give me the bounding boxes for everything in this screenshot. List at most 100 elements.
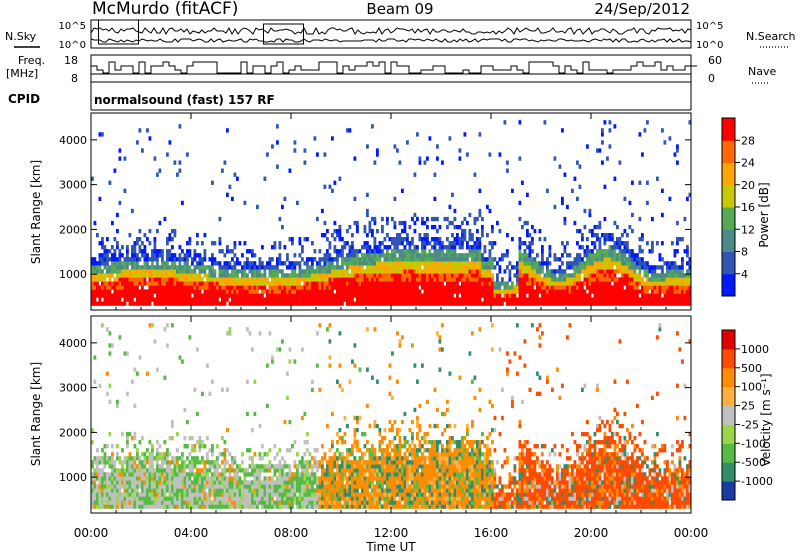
heatmap-cell	[611, 297, 614, 302]
heatmap-cell	[651, 241, 654, 246]
heatmap-cell	[161, 301, 164, 306]
heatmap-cell	[236, 281, 239, 286]
heatmap-cell	[258, 480, 262, 485]
heatmap-cell	[328, 257, 332, 262]
heatmap-cell	[206, 293, 209, 298]
heatmap-cell	[333, 452, 337, 457]
heatmap-cell	[131, 492, 134, 497]
heatmap-cell	[428, 301, 432, 306]
heatmap-cell	[221, 476, 224, 481]
heatmap-cell	[313, 476, 317, 481]
heatmap-cell	[328, 245, 332, 250]
heatmap-cell	[658, 293, 662, 298]
heatmap-cell	[301, 293, 304, 298]
heatmap-cell	[526, 285, 529, 290]
heatmap-cell	[96, 269, 99, 274]
heatmap-cell	[406, 285, 409, 290]
heatmap-cell	[198, 468, 202, 473]
heatmap-cell	[288, 293, 292, 298]
heatmap-cell	[443, 285, 447, 290]
heatmap-cell	[433, 245, 437, 250]
heatmap-cell	[608, 285, 612, 290]
heatmap-cell	[136, 253, 139, 258]
heatmap-cell	[601, 297, 604, 302]
heatmap-cell	[278, 257, 282, 262]
heatmap-cell	[356, 253, 359, 258]
heatmap-cell	[341, 261, 344, 266]
heatmap-cell	[468, 249, 472, 254]
heatmap-cell	[513, 301, 517, 306]
heatmap-cell	[393, 265, 397, 270]
heatmap-cell	[271, 245, 274, 250]
heatmap-cell	[213, 488, 217, 493]
heatmap-cell	[426, 265, 429, 270]
heatmap-cell	[401, 269, 404, 274]
heatmap-cell	[143, 273, 147, 278]
heatmap-cell	[631, 269, 634, 274]
heatmap-cell	[453, 257, 457, 262]
heatmap-cell	[651, 269, 654, 274]
heatmap-cell	[556, 257, 559, 262]
heatmap-cell	[318, 265, 322, 270]
heatmap-cell	[183, 484, 187, 489]
heatmap-cell	[318, 261, 322, 266]
heatmap-cell	[288, 500, 292, 505]
heatmap-cell	[346, 464, 349, 469]
heatmap-cell	[196, 456, 199, 461]
heatmap-cell	[146, 480, 149, 485]
heatmap-cell	[608, 301, 612, 306]
heatmap-cell	[166, 281, 169, 286]
heatmap-cell	[316, 297, 319, 302]
heatmap-cell	[516, 277, 519, 282]
heatmap-cell	[236, 472, 239, 477]
heatmap-cell	[213, 285, 217, 290]
heatmap-cell	[326, 460, 329, 465]
heatmap-cell	[381, 265, 384, 270]
heatmap-cell	[336, 281, 339, 286]
heatmap-cell	[328, 184, 332, 189]
heatmap-cell	[256, 476, 259, 481]
heatmap-cell	[173, 496, 177, 501]
heatmap-cell	[303, 480, 307, 485]
heatmap-cell	[291, 504, 294, 509]
heatmap-cell	[568, 281, 572, 286]
heatmap-cell	[341, 297, 344, 302]
heatmap-cell	[111, 245, 114, 250]
heatmap-cell	[98, 383, 102, 388]
heatmap-cell	[621, 293, 624, 298]
heatmap-cell	[198, 472, 202, 477]
heatmap-cell	[303, 293, 307, 298]
heatmap-cell	[641, 297, 644, 302]
heatmap-cell	[503, 293, 507, 298]
heatmap-cell	[316, 152, 319, 157]
heatmap-cell	[553, 293, 557, 298]
heatmap-cell	[328, 480, 332, 485]
heatmap-cell	[673, 293, 677, 298]
heatmap-cell	[211, 265, 214, 270]
heatmap-cell	[248, 281, 252, 286]
heatmap-cell	[346, 301, 349, 306]
heatmap-cell	[141, 285, 144, 290]
heatmap-cell	[488, 297, 492, 302]
heatmap-cell	[426, 297, 429, 302]
heatmap-cell	[358, 257, 362, 262]
heatmap-cell	[238, 285, 242, 290]
heatmap-cell	[356, 293, 359, 298]
heatmap-cell	[378, 301, 382, 306]
heatmap-cell	[98, 293, 102, 298]
heatmap-cell	[138, 293, 142, 298]
heatmap-cell	[518, 293, 522, 298]
heatmap-cell	[136, 504, 139, 509]
heatmap-cell	[248, 472, 252, 477]
heatmap-cell	[203, 265, 207, 270]
heatmap-cell	[471, 273, 474, 278]
heatmap-cell	[398, 265, 402, 270]
heatmap-cell	[278, 500, 282, 505]
heatmap-cell	[191, 496, 194, 501]
heatmap-cell	[106, 460, 109, 465]
noise-block	[98, 19, 139, 45]
heatmap-cell	[171, 472, 174, 477]
heatmap-cell	[243, 301, 247, 306]
heatmap-cell	[621, 249, 624, 254]
heatmap-cell	[246, 273, 249, 278]
